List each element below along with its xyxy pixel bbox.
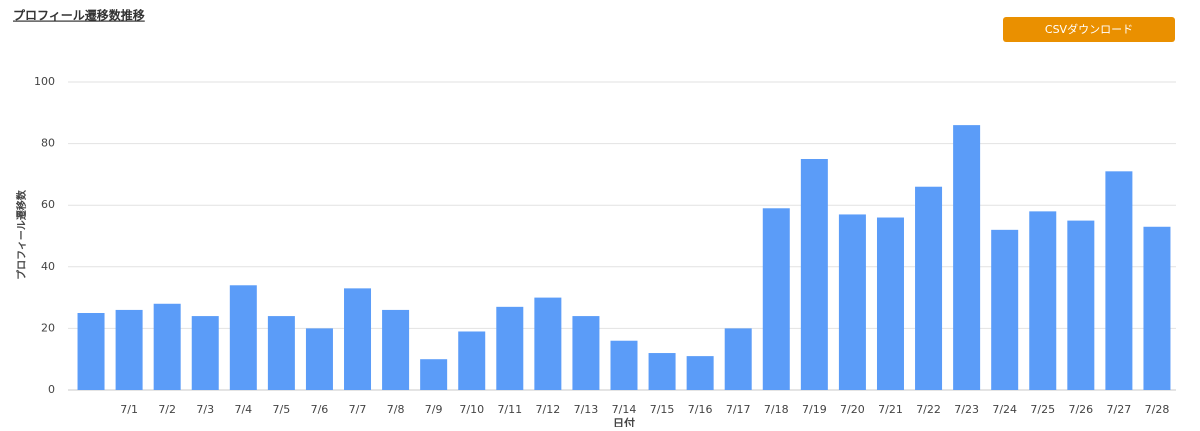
x-tick-label: 7/26 <box>1068 403 1093 416</box>
x-tick-label: 7/12 <box>536 403 561 416</box>
bar <box>800 159 828 390</box>
bar <box>115 309 143 390</box>
x-tick-label: 7/2 <box>158 403 176 416</box>
x-tick-label: 7/11 <box>497 403 522 416</box>
bar <box>382 309 410 390</box>
x-tick-label: 7/16 <box>688 403 713 416</box>
bar <box>1143 226 1171 390</box>
y-tick-label: 100 <box>34 75 55 88</box>
x-tick-label: 7/28 <box>1145 403 1170 416</box>
bar <box>724 328 752 390</box>
x-tick-label: 7/13 <box>574 403 599 416</box>
bar <box>953 125 981 391</box>
x-tick-label: 7/8 <box>387 403 405 416</box>
x-tick-label: 7/7 <box>349 403 367 416</box>
bar <box>648 353 676 390</box>
y-tick-label: 40 <box>41 260 55 273</box>
y-tick-label: 60 <box>41 198 55 211</box>
y-tick-label: 80 <box>41 137 55 150</box>
x-tick-label: 7/5 <box>273 403 291 416</box>
bar <box>1105 171 1133 390</box>
x-tick-label: 7/25 <box>1030 403 1055 416</box>
bar <box>1067 220 1095 390</box>
bar <box>305 328 333 390</box>
x-axis-label: 日付 <box>613 416 635 427</box>
x-tick-label: 7/19 <box>802 403 827 416</box>
bar <box>420 359 448 390</box>
x-tick-label: 7/24 <box>992 403 1017 416</box>
x-tick-label: 7/27 <box>1107 403 1132 416</box>
x-tick-label: 7/9 <box>425 403 443 416</box>
y-tick-label: 0 <box>48 383 55 396</box>
bar <box>534 297 562 390</box>
x-tick-label: 7/23 <box>954 403 979 416</box>
y-tick-label: 20 <box>41 321 55 334</box>
bar <box>496 306 524 390</box>
x-tick-label: 7/3 <box>196 403 214 416</box>
bar <box>344 288 372 390</box>
x-tick-label: 7/15 <box>650 403 675 416</box>
y-axis-label: プロフィール遷移数 <box>15 189 28 280</box>
x-tick-label: 7/10 <box>459 403 484 416</box>
x-tick-label: 7/1 <box>120 403 138 416</box>
bar <box>876 217 904 390</box>
bar <box>610 340 638 390</box>
x-tick-label: 7/6 <box>311 403 329 416</box>
bar <box>762 208 790 390</box>
bar <box>838 214 866 390</box>
bar <box>991 229 1019 390</box>
bar <box>191 316 219 390</box>
bar <box>458 331 486 390</box>
x-tick-label: 7/20 <box>840 403 865 416</box>
bar <box>267 316 295 390</box>
bar <box>229 285 257 390</box>
x-tick-label: 7/14 <box>612 403 637 416</box>
x-tick-label: 7/22 <box>916 403 941 416</box>
bar <box>686 356 714 390</box>
bar <box>153 303 181 390</box>
x-tick-label: 7/4 <box>234 403 252 416</box>
page-title: プロフィール遷移数推移 <box>13 8 145 23</box>
x-tick-label: 7/21 <box>878 403 903 416</box>
bar <box>915 186 943 390</box>
bar <box>77 313 105 390</box>
x-tick-label: 7/18 <box>764 403 789 416</box>
csv-button[interactable] <box>1003 17 1175 42</box>
bar <box>572 316 600 390</box>
csv-button-label[interactable]: CSVダウンロード <box>1045 22 1133 36</box>
bar <box>1029 211 1057 390</box>
x-tick-label: 7/17 <box>726 403 751 416</box>
